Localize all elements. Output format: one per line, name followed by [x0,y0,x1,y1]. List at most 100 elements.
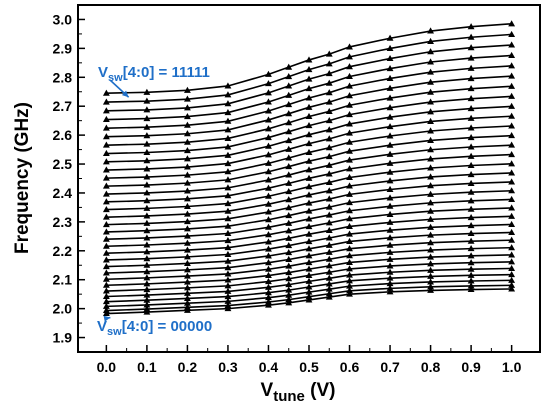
curve-marker [346,92,353,99]
curve-marker [143,197,151,204]
curve-marker [467,265,475,272]
curve-marker [325,234,333,241]
curve-marker [184,210,191,217]
curve-marker [325,107,333,114]
curve-marker [386,159,394,166]
curve-marker [184,104,191,111]
curve-marker [427,48,434,55]
curve-marker [508,30,516,37]
curve-marker [346,265,353,272]
curve-marker [467,85,475,92]
curve-marker [143,261,151,268]
curve-marker [184,138,191,145]
curve-marker [346,156,353,163]
curve-series [102,141,516,197]
curve-marker [427,98,434,105]
curve-marker [305,94,313,101]
curve-marker [508,112,516,119]
x-tick-label: 0.7 [380,359,400,375]
curve-marker [427,173,434,180]
curve-marker [265,231,272,238]
curve-marker [508,264,516,271]
curve-marker [467,213,475,221]
curve-marker [102,98,110,105]
curve-marker [386,288,394,295]
curve-marker [285,119,293,126]
curve-marker [427,260,434,267]
curve-marker [386,255,394,262]
curve-marker [346,147,353,154]
curve-marker [265,200,272,207]
curve-marker [265,70,272,77]
curve-marker [325,79,333,86]
curve-marker [346,165,353,172]
curve-marker [224,270,232,277]
curve-marker [265,223,272,230]
curve-marker [305,140,313,147]
curve-marker [427,58,434,65]
curve-marker [508,51,516,58]
curve-marker [386,54,394,62]
curve-marker [102,298,110,305]
curve-marker [184,121,191,128]
curve-marker [467,23,475,30]
curve-marker [143,212,151,219]
curve-marker [102,158,110,165]
curve-marker [508,251,516,258]
curve-marker [265,133,272,141]
curve-marker [224,250,232,258]
curve-marker [508,102,516,109]
curve-marker [143,241,151,248]
curve-marker [427,155,434,162]
curve-marker [386,104,394,111]
curve-marker [386,218,394,225]
curve-marker [102,235,110,242]
curve-marker [224,117,232,124]
curve-marker [346,173,353,181]
curve-series [102,281,516,314]
curve-marker [427,199,434,206]
curve-marker [102,141,110,148]
curve-marker [102,213,110,220]
curve-marker [325,255,333,262]
curve-marker [184,86,191,93]
curve-marker [346,282,353,289]
curve-marker [143,268,151,275]
curve-marker [386,202,394,209]
curve-marker [305,230,313,237]
x-axis-title-unit: (V) [305,380,336,401]
curve-marker [285,241,293,249]
x-axis-title-main: V [261,380,274,401]
x-tick-label: 0.5 [299,359,319,375]
curve-marker [467,114,475,121]
curve-marker [346,277,353,284]
curve-marker [224,159,232,167]
curve-marker [427,136,434,143]
curve-series [102,62,516,131]
curve-marker [285,234,293,241]
curve-marker [427,68,434,75]
curve-marker [427,253,434,260]
curve-marker [346,63,353,70]
curve-marker [467,282,475,289]
curve-marker [224,215,232,222]
curve-series [102,258,516,294]
curve-marker [265,265,272,272]
curve-marker [325,195,333,202]
curve-marker [427,278,434,285]
curve-marker [467,188,475,195]
curve-series [102,20,516,96]
curve-marker [305,122,313,129]
curve-marker [102,166,110,173]
curve-series [102,178,516,228]
curve-series [102,264,516,300]
curve-marker [467,124,475,131]
curve-marker [427,283,434,290]
curve-marker [285,281,293,288]
x-tick-label: 0.3 [218,359,238,375]
curve-series [102,102,516,165]
curve-marker [224,244,232,251]
curve-marker [346,53,353,60]
curve-marker [325,153,333,160]
curve-marker [143,106,151,113]
